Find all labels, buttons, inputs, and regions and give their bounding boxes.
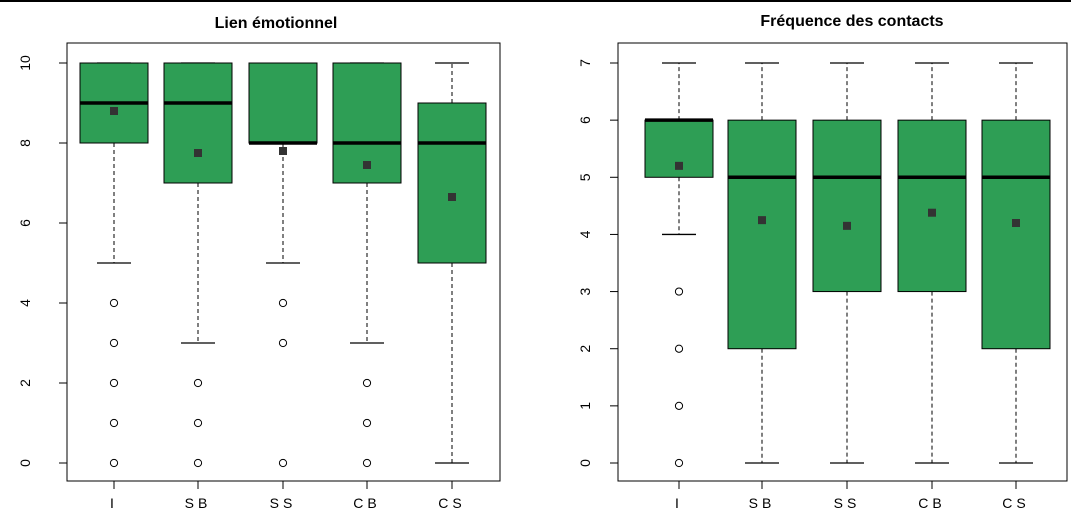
box-ss: SS xyxy=(812,62,882,511)
chart-title: Fréquence des contacts xyxy=(760,13,943,30)
box-iqr xyxy=(163,62,233,184)
mean-marker xyxy=(675,161,683,170)
y-tick-label: 3 xyxy=(577,287,593,295)
x-tick-label: SB xyxy=(185,495,212,511)
x-tick-label: SS xyxy=(834,495,861,511)
chart-title: Lien émotionnel xyxy=(215,15,338,32)
outlier-point xyxy=(109,298,119,308)
chart-panel-lien-emotionnel: Lien émotionnel 0 2 4 6 8 10 I SB SS CB CS xyxy=(17,15,501,511)
mean-marker xyxy=(843,221,851,230)
y-tick-label: 6 xyxy=(577,116,593,124)
mean-marker xyxy=(363,161,371,169)
outlier-point xyxy=(674,287,684,296)
mean-marker xyxy=(448,193,456,201)
box-sb: SB xyxy=(163,62,233,511)
box-iqr xyxy=(417,102,487,264)
box-sb: SB xyxy=(727,62,797,511)
box-iqr xyxy=(727,119,797,350)
box-iqr xyxy=(981,119,1051,350)
outlier-point xyxy=(109,338,119,348)
outlier-point xyxy=(674,344,684,353)
y-tick-label: 2 xyxy=(17,379,33,387)
outlier-point xyxy=(278,458,288,468)
box-iqr xyxy=(812,119,882,293)
top-border-line xyxy=(0,0,1071,2)
x-tick-label: I xyxy=(110,495,118,511)
box-iqr xyxy=(248,62,318,144)
box-ss: SS xyxy=(248,62,318,511)
mean-marker xyxy=(758,216,766,225)
y-tick-label: 8 xyxy=(17,139,33,147)
box-iqr xyxy=(897,119,967,293)
mean-marker xyxy=(928,208,936,217)
y-tick-label: 5 xyxy=(577,173,593,181)
outlier-point xyxy=(193,458,203,468)
box-cb: CB xyxy=(332,62,402,511)
outlier-point xyxy=(362,378,372,388)
x-tick-label: CS xyxy=(1002,495,1029,511)
y-tick-label: 2 xyxy=(577,345,593,353)
outlier-point xyxy=(278,298,288,308)
x-tick-label: SB xyxy=(749,495,776,511)
outlier-point xyxy=(109,418,119,428)
mean-marker xyxy=(1012,219,1020,227)
chart-panel-frequence-contacts: Fréquence des contacts 0 1 2 3 4 5 6 7 I SB SS CB CS xyxy=(577,13,1068,511)
y-tick-label: 7 xyxy=(577,59,593,67)
outlier-point xyxy=(362,458,372,468)
outlier-point xyxy=(674,458,684,468)
plot-frame xyxy=(617,42,1068,482)
mean-marker xyxy=(110,107,118,115)
box-i: I xyxy=(79,62,149,511)
y-tick-label: 0 xyxy=(17,459,33,467)
box-cs: CS xyxy=(417,62,487,511)
outlier-point xyxy=(674,401,684,410)
y-tick-label: 1 xyxy=(577,402,593,410)
y-tick-label: 4 xyxy=(577,230,593,238)
y-tick-label: 0 xyxy=(577,459,593,467)
outlier-point xyxy=(193,378,203,388)
box-i: I xyxy=(644,62,714,511)
outlier-point xyxy=(362,418,372,428)
outlier-point xyxy=(109,458,119,468)
mean-marker xyxy=(194,149,202,157)
x-tick-label: CS xyxy=(438,495,465,511)
outlier-point xyxy=(193,418,203,428)
x-tick-label: CB xyxy=(353,495,380,511)
x-tick-label: I xyxy=(675,495,683,511)
y-tick-label: 10 xyxy=(17,55,33,71)
box-cs: CS xyxy=(981,62,1051,511)
y-tick-label: 4 xyxy=(17,299,33,307)
x-tick-label: CB xyxy=(918,495,945,511)
box-cb: CB xyxy=(897,62,967,511)
x-tick-label: SS xyxy=(270,495,297,511)
outlier-point xyxy=(109,378,119,388)
outlier-point xyxy=(278,338,288,348)
mean-marker xyxy=(279,147,287,155)
y-tick-label: 6 xyxy=(17,219,33,227)
